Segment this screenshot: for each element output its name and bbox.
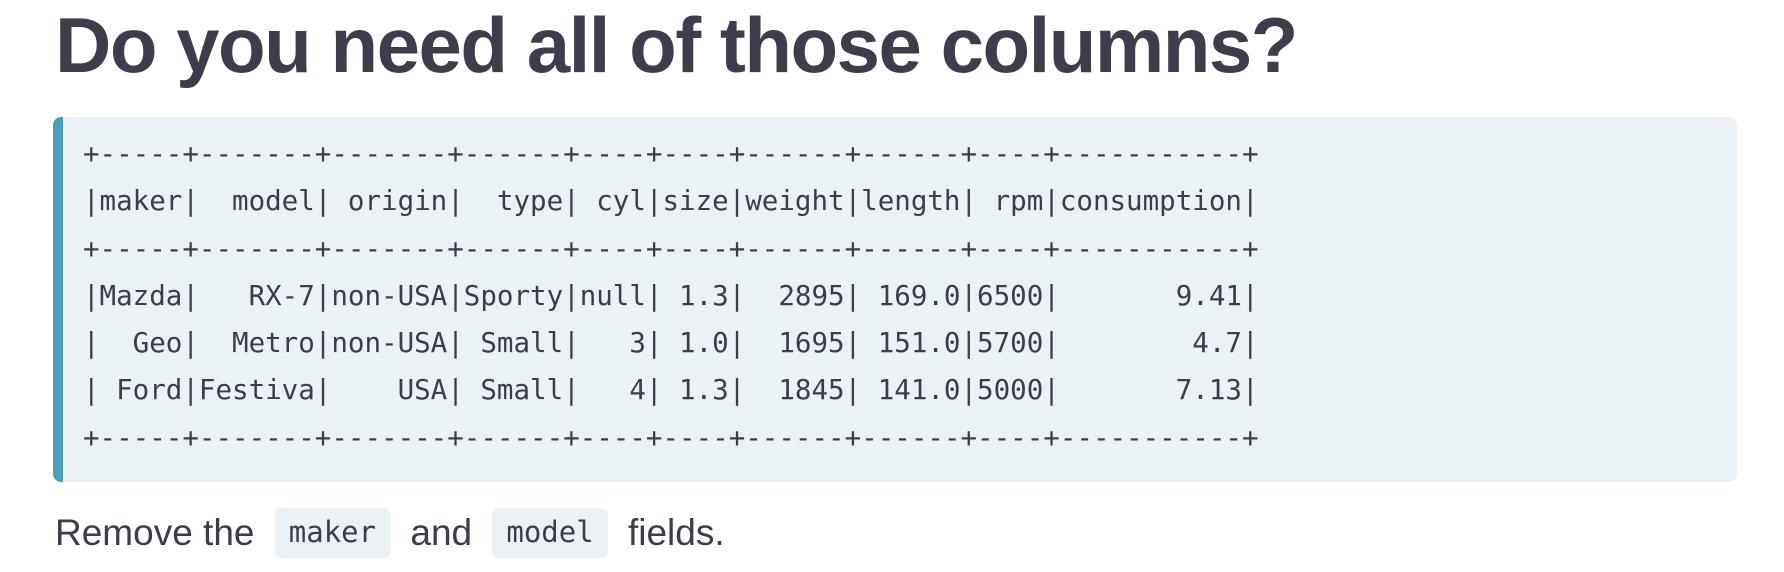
table-row: | Ford|Festiva| USA| Small| 4| 1.3| 1845… (83, 374, 1259, 407)
inline-code-model: model (492, 508, 608, 559)
instruction-prefix: Remove the (55, 512, 255, 554)
code-output: +-----+-------+-------+------+----+----+… (83, 131, 1259, 462)
table-header-line: |maker| model| origin| type| cyl|size|we… (83, 185, 1259, 218)
table-row: |Mazda| RX-7|non-USA|Sporty|null| 1.3| 2… (83, 279, 1259, 312)
table-border-line: +-----+-------+-------+------+----+----+… (83, 138, 1259, 170)
code-block: +-----+-------+-------+------+----+----+… (53, 117, 1737, 482)
table-border-line: +-----+-------+-------+------+----+----+… (83, 421, 1259, 454)
instruction-suffix: fields. (627, 512, 725, 554)
instruction-middle: and (410, 512, 473, 554)
inline-code-maker: maker (274, 508, 391, 559)
instruction-text: Remove the maker and model fields. (55, 508, 725, 559)
table-border-line: +-----+-------+-------+------+----+----+… (83, 232, 1259, 265)
page-title: Do you need all of those columns? (55, 1, 1298, 89)
table-row: | Geo| Metro|non-USA| Small| 3| 1.0| 169… (83, 327, 1259, 360)
